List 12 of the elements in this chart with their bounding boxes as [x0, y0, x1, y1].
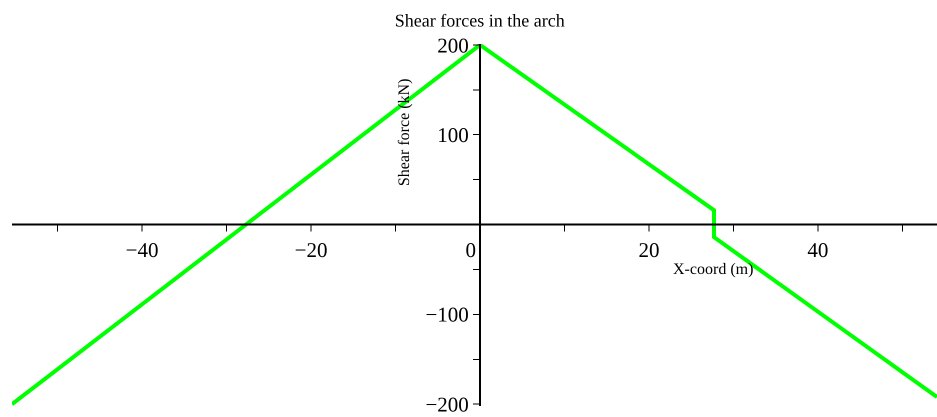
y-tick-label: −100 — [425, 302, 469, 327]
y-axis-title: Shear force (kN) — [396, 78, 414, 186]
x-tick-label: 20 — [638, 238, 660, 262]
x-tick-label: −20 — [294, 238, 328, 262]
y-tick-label: 200 — [437, 33, 469, 58]
x-axis-title: X-coord (m) — [673, 261, 754, 278]
x-tick-label: −40 — [126, 238, 159, 262]
y-tick-label: 100 — [437, 123, 469, 148]
y-tick-label: −200 — [425, 392, 469, 417]
x-tick-label: 0 — [465, 238, 476, 262]
chart-title: Shear forces in the arch — [394, 10, 565, 30]
x-tick-label: 40 — [807, 238, 828, 262]
